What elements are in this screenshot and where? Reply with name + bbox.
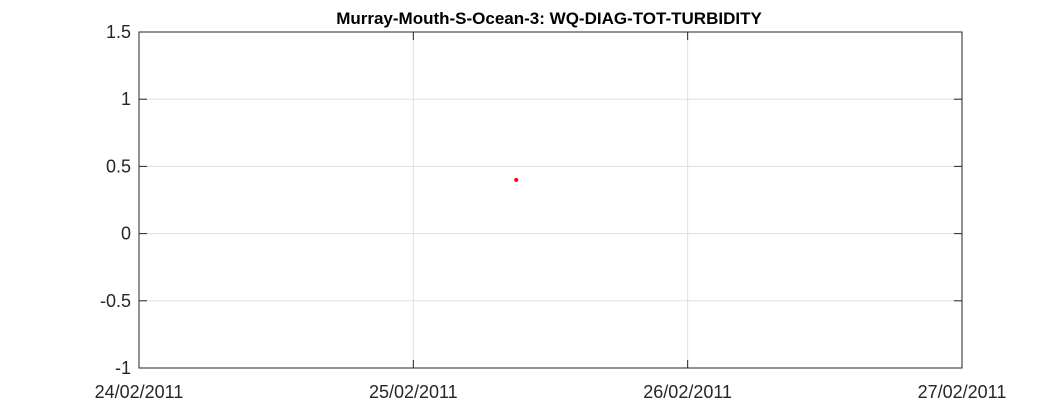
chart-title: Murray-Mouth-S-Ocean-3: WQ-DIAG-TOT-TURB… (336, 9, 762, 28)
x-tick-label: 26/02/2011 (643, 382, 732, 402)
y-tick-label: -1 (115, 358, 131, 378)
data-points (514, 177, 519, 182)
data-point (514, 177, 519, 182)
y-tick-label: 0 (121, 224, 131, 244)
x-axis-tick-labels: 24/02/2011 25/02/2011 26/02/2011 27/02/2011 (95, 382, 1007, 402)
y-tick-label: 1.5 (106, 22, 131, 42)
grid (139, 32, 962, 368)
x-tick-label: 25/02/2011 (369, 382, 458, 402)
plot-area (138, 31, 963, 369)
x-tick-label: 24/02/2011 (95, 382, 184, 402)
y-tick-label: 0.5 (106, 156, 131, 176)
y-tick-label: 1 (121, 89, 131, 109)
y-axis-tick-labels: -1 -0.5 0 0.5 1 1.5 (100, 22, 131, 378)
x-tick-label: 27/02/2011 (918, 382, 1007, 402)
axis-ticks (138, 31, 963, 369)
y-tick-label: -0.5 (100, 291, 131, 311)
